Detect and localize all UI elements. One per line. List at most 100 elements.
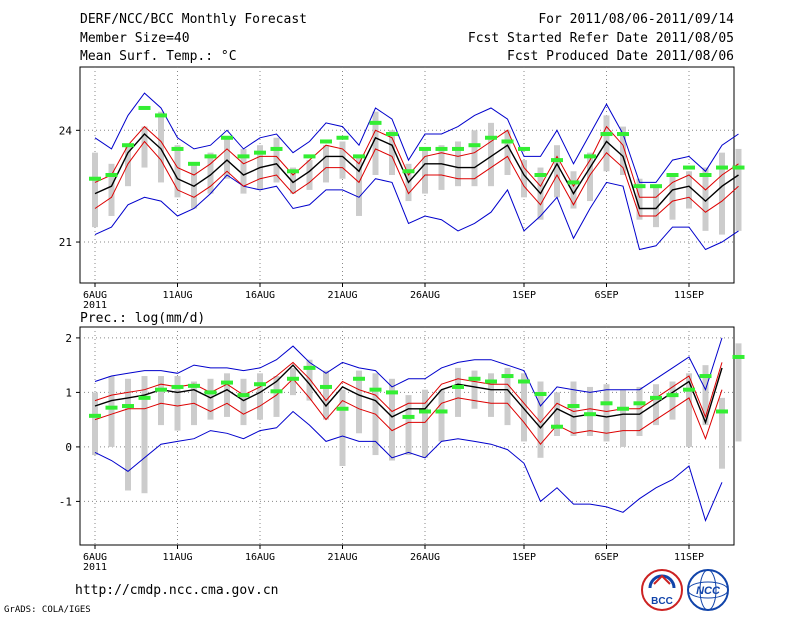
temp-xtick-year: 2011 (83, 300, 107, 311)
prec-xtick-label: 1SEP (512, 552, 536, 563)
temp-marker (155, 113, 167, 118)
prec-marker (122, 404, 134, 409)
forecast-produced-date: Fcst Produced Date 2011/08/06 (507, 49, 734, 64)
member-size: Member Size=40 (80, 31, 190, 46)
temp-spread-box (521, 160, 527, 198)
temp-marker (551, 158, 563, 163)
prec-spread-box (587, 386, 593, 436)
prec-spread-box (257, 373, 263, 420)
prec-spread-box (207, 378, 214, 420)
source-url[interactable]: http://cmdp.ncc.cma.gov.cn (75, 583, 279, 598)
prec-spread-box (158, 376, 164, 426)
temp-ytick-label: 21 (59, 236, 72, 249)
temp-spread-box (455, 141, 461, 187)
temp-marker (699, 173, 712, 177)
temp-series-mean (94, 133, 739, 210)
temp-marker (600, 132, 613, 137)
prec-series-mean (94, 364, 723, 429)
variable-label: Mean Surf. Temp.: °C (80, 49, 237, 64)
prec-xtick-label: 26AUG (410, 552, 440, 563)
prec-marker (254, 382, 266, 387)
temp-xtick-label: 16AUG (245, 290, 275, 301)
prec-spread-box (471, 370, 478, 409)
temp-xtick-label: 21AUG (327, 290, 357, 301)
temp-marker (518, 146, 530, 151)
prec-series-spread-lower (94, 378, 723, 445)
temp-marker (468, 143, 481, 148)
temp-spread-box (587, 152, 593, 202)
temp-marker (650, 184, 662, 189)
prec-marker (105, 405, 118, 410)
prec-spread-box (405, 395, 412, 456)
prec-spread-box (224, 373, 230, 417)
temp-marker (534, 173, 547, 177)
prec-spread-box (686, 373, 692, 447)
temp-spread-box (108, 163, 115, 216)
temp-marker (584, 154, 596, 159)
prec-marker (287, 376, 299, 381)
temp-marker (138, 105, 151, 110)
prec-spread-box (653, 384, 659, 426)
prec-marker (617, 406, 629, 411)
temp-spread-box (339, 141, 346, 179)
prec-marker (551, 424, 563, 429)
prec-marker (386, 390, 398, 395)
prec-marker (89, 413, 101, 418)
prec-marker (518, 379, 530, 384)
prec-xtick-label: 6AUG (83, 552, 107, 563)
temp-spread-box (603, 115, 610, 172)
temp-series-lower (94, 174, 739, 251)
temp-marker (452, 146, 464, 151)
prec-marker (419, 409, 431, 414)
temp-marker (221, 135, 233, 140)
prec-spread-box (537, 381, 544, 458)
temp-marker (89, 176, 101, 181)
prec-spread-box (702, 365, 709, 426)
chart-title: DERF/NCC/BCC Monthly Forecast (80, 12, 307, 27)
prec-spread-box (306, 359, 313, 401)
temp-spread-box (471, 130, 478, 187)
temp-marker (683, 165, 695, 170)
prec-marker (155, 387, 167, 392)
temp-spread-box (438, 145, 445, 190)
temp-xtick-label: 6SEP (594, 290, 618, 301)
prec-marker (468, 376, 481, 381)
prec-spread-box (389, 378, 395, 461)
prec-marker (188, 383, 200, 388)
temp-spread-box (141, 126, 148, 168)
prec-marker (501, 374, 514, 379)
forecast-period: For 2011/08/06-2011/09/14 (538, 12, 734, 27)
temp-frame (79, 66, 735, 284)
prec-marker (534, 392, 547, 397)
temp-spread-box (207, 152, 214, 194)
temp-marker (633, 184, 646, 189)
temp-series-spread-lower (94, 140, 739, 217)
temp-spread-box (356, 156, 362, 216)
prec-marker (402, 414, 415, 419)
prec-spread-box (438, 389, 445, 442)
temp-spread-box (702, 167, 709, 231)
temp-marker (402, 169, 415, 174)
temp-spread-box (240, 148, 247, 194)
prec-spread-box (570, 381, 577, 436)
temp-spread-box (620, 126, 626, 175)
temp-spread-box (636, 178, 643, 220)
temp-marker (171, 146, 184, 151)
prec-marker (204, 390, 217, 395)
prec-marker (699, 374, 712, 379)
prec-marker (320, 384, 332, 389)
prec-spread-box (554, 392, 560, 436)
temp-spread-box (653, 186, 659, 228)
temp-marker (501, 139, 514, 144)
temp-xtick-label: 6AUG (83, 290, 107, 301)
prec-marker (732, 354, 745, 359)
temp-marker (303, 154, 316, 159)
ncc-logo-text: NCC (696, 585, 721, 597)
prec-marker (485, 379, 497, 384)
prec-spread-box (488, 373, 494, 417)
prec-spread-box (422, 389, 428, 458)
prec-spread-box (174, 376, 181, 431)
temp-marker (287, 169, 299, 174)
temp-spread-box (306, 160, 313, 190)
prec-frame (79, 326, 735, 546)
